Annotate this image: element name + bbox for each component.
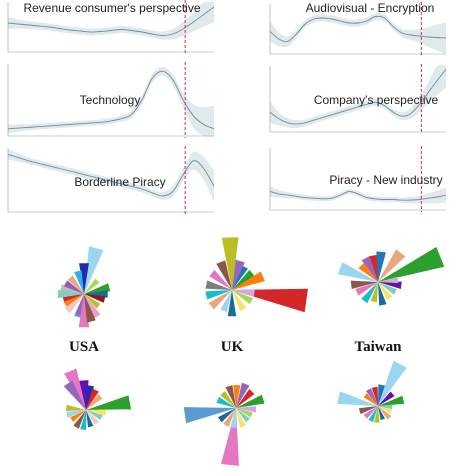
topic-title: Technology: [80, 93, 141, 107]
country-label: Taiwan: [355, 339, 403, 355]
topic-title: Piracy - New industry: [329, 173, 442, 187]
topic-panel-5: Piracy - New industry: [270, 146, 446, 212]
rose-chart-5: [337, 361, 407, 423]
topic-panel-4: Borderline Piracy: [8, 146, 214, 214]
rose-chart-2: Taiwan: [338, 247, 444, 355]
rose-chart-3: [64, 369, 131, 430]
country-label: UK: [221, 339, 244, 355]
topic-title: Borderline Piracy: [74, 175, 165, 189]
rose-chart-1: UK: [205, 237, 308, 355]
confidence-band: [270, 186, 446, 203]
topic-panel-2: Technology: [8, 62, 214, 138]
country-label: USA: [69, 339, 99, 355]
topic-panel-3: Company's perspective: [270, 64, 446, 134]
rose-chart-0: USA: [58, 246, 110, 355]
topic-title: Revenue consumer's perspective: [23, 1, 200, 15]
topic-title: Company's perspective: [314, 93, 439, 107]
topic-panel-0: Revenue consumer's perspective: [8, 0, 214, 54]
rose-chart-4: [184, 383, 265, 466]
topic-title: Audiovisual - Encryption: [306, 1, 435, 15]
topic-panel-1: Audiovisual - Encryption: [270, 1, 446, 56]
